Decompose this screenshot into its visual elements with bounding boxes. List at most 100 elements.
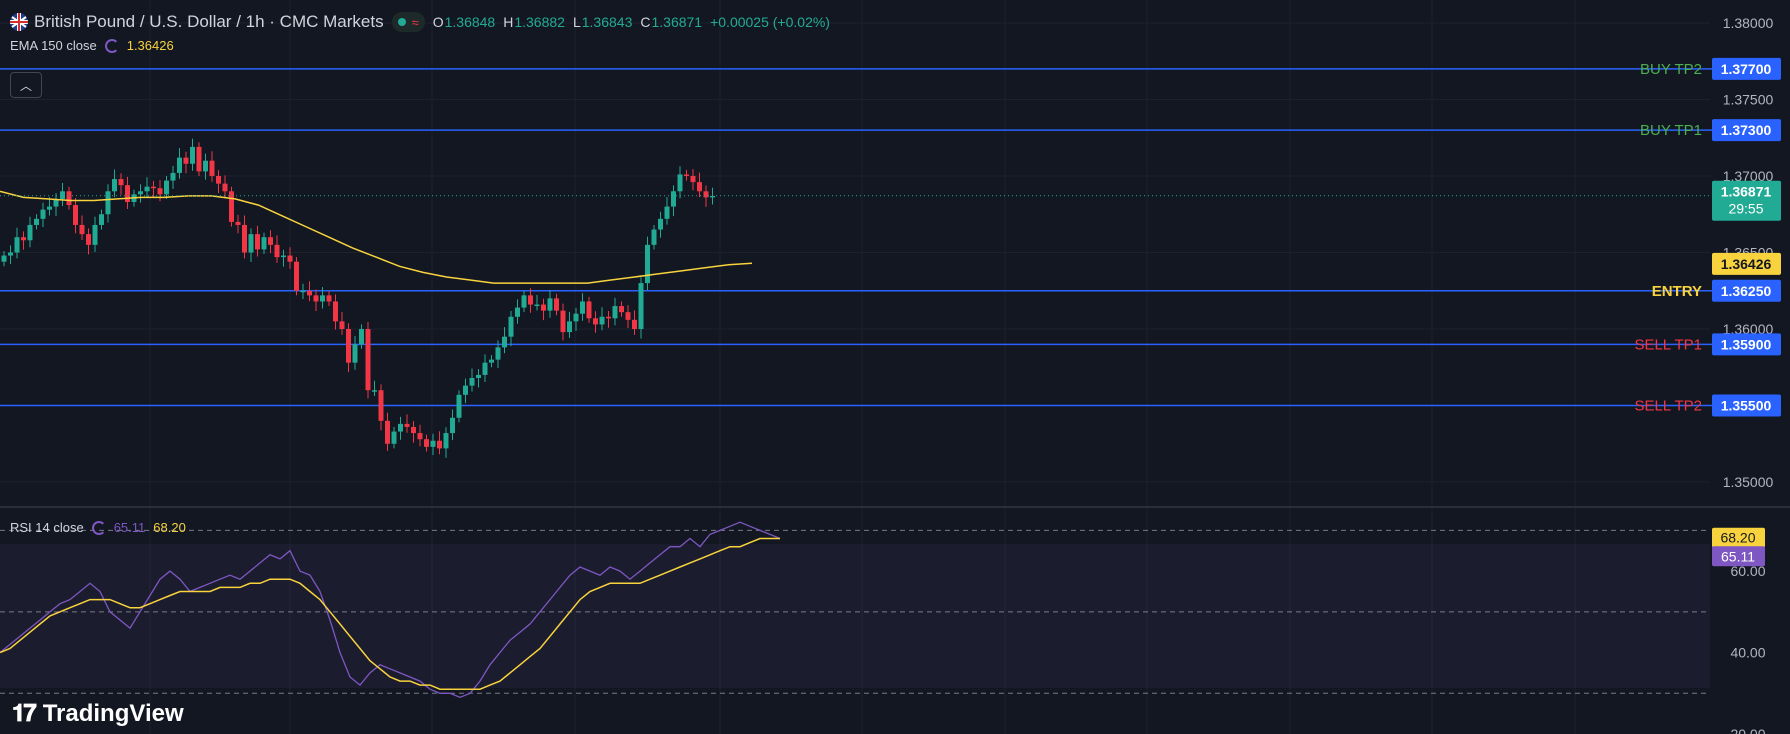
symbol-title[interactable]: British Pound / U.S. Dollar	[34, 12, 232, 31]
candle-body	[476, 374, 481, 378]
candle-body	[411, 426, 416, 434]
candle-body	[547, 298, 553, 311]
candle-body	[710, 195, 715, 198]
candle-body	[612, 306, 618, 319]
candle-body	[697, 182, 702, 192]
candle-body	[261, 237, 267, 250]
candle-body	[404, 423, 410, 427]
candle-body	[235, 221, 241, 225]
level-price-box	[1712, 333, 1781, 356]
candle-body	[313, 295, 319, 302]
rsi-tick-label: 40.00	[1730, 645, 1765, 661]
ema-legend-value: 1.36426	[126, 38, 174, 53]
candle-body	[8, 252, 13, 256]
candle-body	[216, 175, 221, 184]
candle-body	[703, 191, 709, 198]
level-price-label: 1.35900	[1721, 336, 1772, 352]
rsi-ma-box-label: 68.20	[1720, 530, 1755, 546]
rsi-tick-label: 60.00	[1730, 563, 1765, 579]
collapse-legend-button[interactable]: ︿	[10, 72, 42, 98]
candle-body	[365, 329, 371, 391]
candle-body	[352, 344, 358, 363]
interval-label[interactable]: 1h	[245, 12, 265, 31]
candle-body	[430, 440, 436, 447]
candle-body	[586, 301, 592, 319]
candle-body	[541, 304, 546, 311]
candle-body	[372, 390, 377, 392]
candle-body	[242, 224, 247, 253]
candle-body	[378, 390, 384, 421]
loop-icon	[91, 520, 106, 535]
level-price-label: 1.37700	[1721, 61, 1772, 77]
candle-body	[528, 295, 533, 305]
candle-body	[40, 209, 46, 219]
candle-body	[664, 206, 670, 219]
candle-body	[248, 234, 254, 253]
level-label: ENTRY	[1652, 283, 1702, 300]
candle-body	[138, 191, 143, 195]
candle-body	[27, 224, 33, 241]
candle-body	[255, 234, 260, 250]
candle-body	[144, 186, 150, 192]
candle-body	[684, 174, 689, 176]
ema-price-label: 1.36426	[1721, 256, 1772, 272]
level-price-box	[1712, 119, 1781, 142]
rsi-box-label: 65.11	[1721, 548, 1755, 564]
price-tick-label: 1.38000	[1723, 15, 1774, 31]
candles	[1, 138, 715, 458]
candle-body	[47, 206, 52, 210]
candle-body	[190, 146, 195, 164]
candle-body	[580, 301, 585, 314]
candle-body	[606, 316, 611, 319]
tradingview-logo-icon: 𝟏𝟕	[12, 700, 37, 727]
level-label: BUY TP1	[1640, 122, 1702, 139]
trade-levels	[0, 68, 1712, 407]
level-label: SELL TP2	[1634, 398, 1702, 415]
candle-body	[482, 362, 488, 375]
candle-body	[164, 180, 169, 195]
header-legend: British Pound / U.S. Dollar / 1h · CMC M…	[10, 12, 838, 32]
candle-body	[66, 191, 72, 206]
price-tick-label: 1.37500	[1723, 91, 1774, 107]
candle-body	[229, 191, 234, 222]
rsi-legend[interactable]: RSI 14 close 65.11 68.20	[10, 520, 186, 535]
last-price-label: 1.36871	[1721, 184, 1772, 200]
price-tick-label: 1.37000	[1723, 168, 1774, 184]
candle-body	[320, 295, 325, 302]
candle-body	[79, 224, 85, 235]
price-tick-label: 1.36000	[1723, 321, 1774, 337]
rsi-line	[0, 521, 781, 699]
rsi-box	[1712, 546, 1765, 567]
candle-body	[281, 255, 286, 258]
candle-body	[534, 304, 540, 307]
grid-lines	[0, 0, 1710, 734]
candle-body	[14, 237, 20, 253]
ohlc-key: C	[640, 14, 651, 30]
candle-body	[53, 198, 59, 207]
candle-body	[73, 205, 78, 225]
ohlc-key: O	[432, 14, 444, 30]
candle-body	[469, 377, 475, 386]
candle-body	[112, 179, 117, 192]
source-label: CMC Markets	[279, 12, 384, 31]
rsi-legend-value: 65.11	[113, 520, 146, 535]
candle-body	[21, 237, 26, 241]
ema-legend[interactable]: EMA 150 close 1.36426	[10, 38, 174, 53]
candle-body	[183, 157, 189, 164]
level-price-box	[1712, 394, 1781, 417]
candle-body	[671, 191, 676, 207]
rsi-ma-box	[1712, 527, 1765, 548]
candle-body	[177, 157, 182, 173]
ohlc-value: 1.36882	[514, 14, 565, 30]
candle-body	[456, 394, 462, 418]
candle-body	[274, 244, 280, 258]
candle-body	[645, 244, 650, 284]
candle-body	[203, 160, 208, 172]
candle-body	[125, 185, 130, 202]
market-status-pill[interactable]: ≈	[391, 12, 425, 32]
last-price-box	[1712, 180, 1781, 221]
candle-body	[359, 329, 364, 345]
tradingview-logo[interactable]: 𝟏𝟕 TradingView	[12, 700, 184, 728]
ema-legend-label: EMA 150 close	[10, 38, 97, 53]
